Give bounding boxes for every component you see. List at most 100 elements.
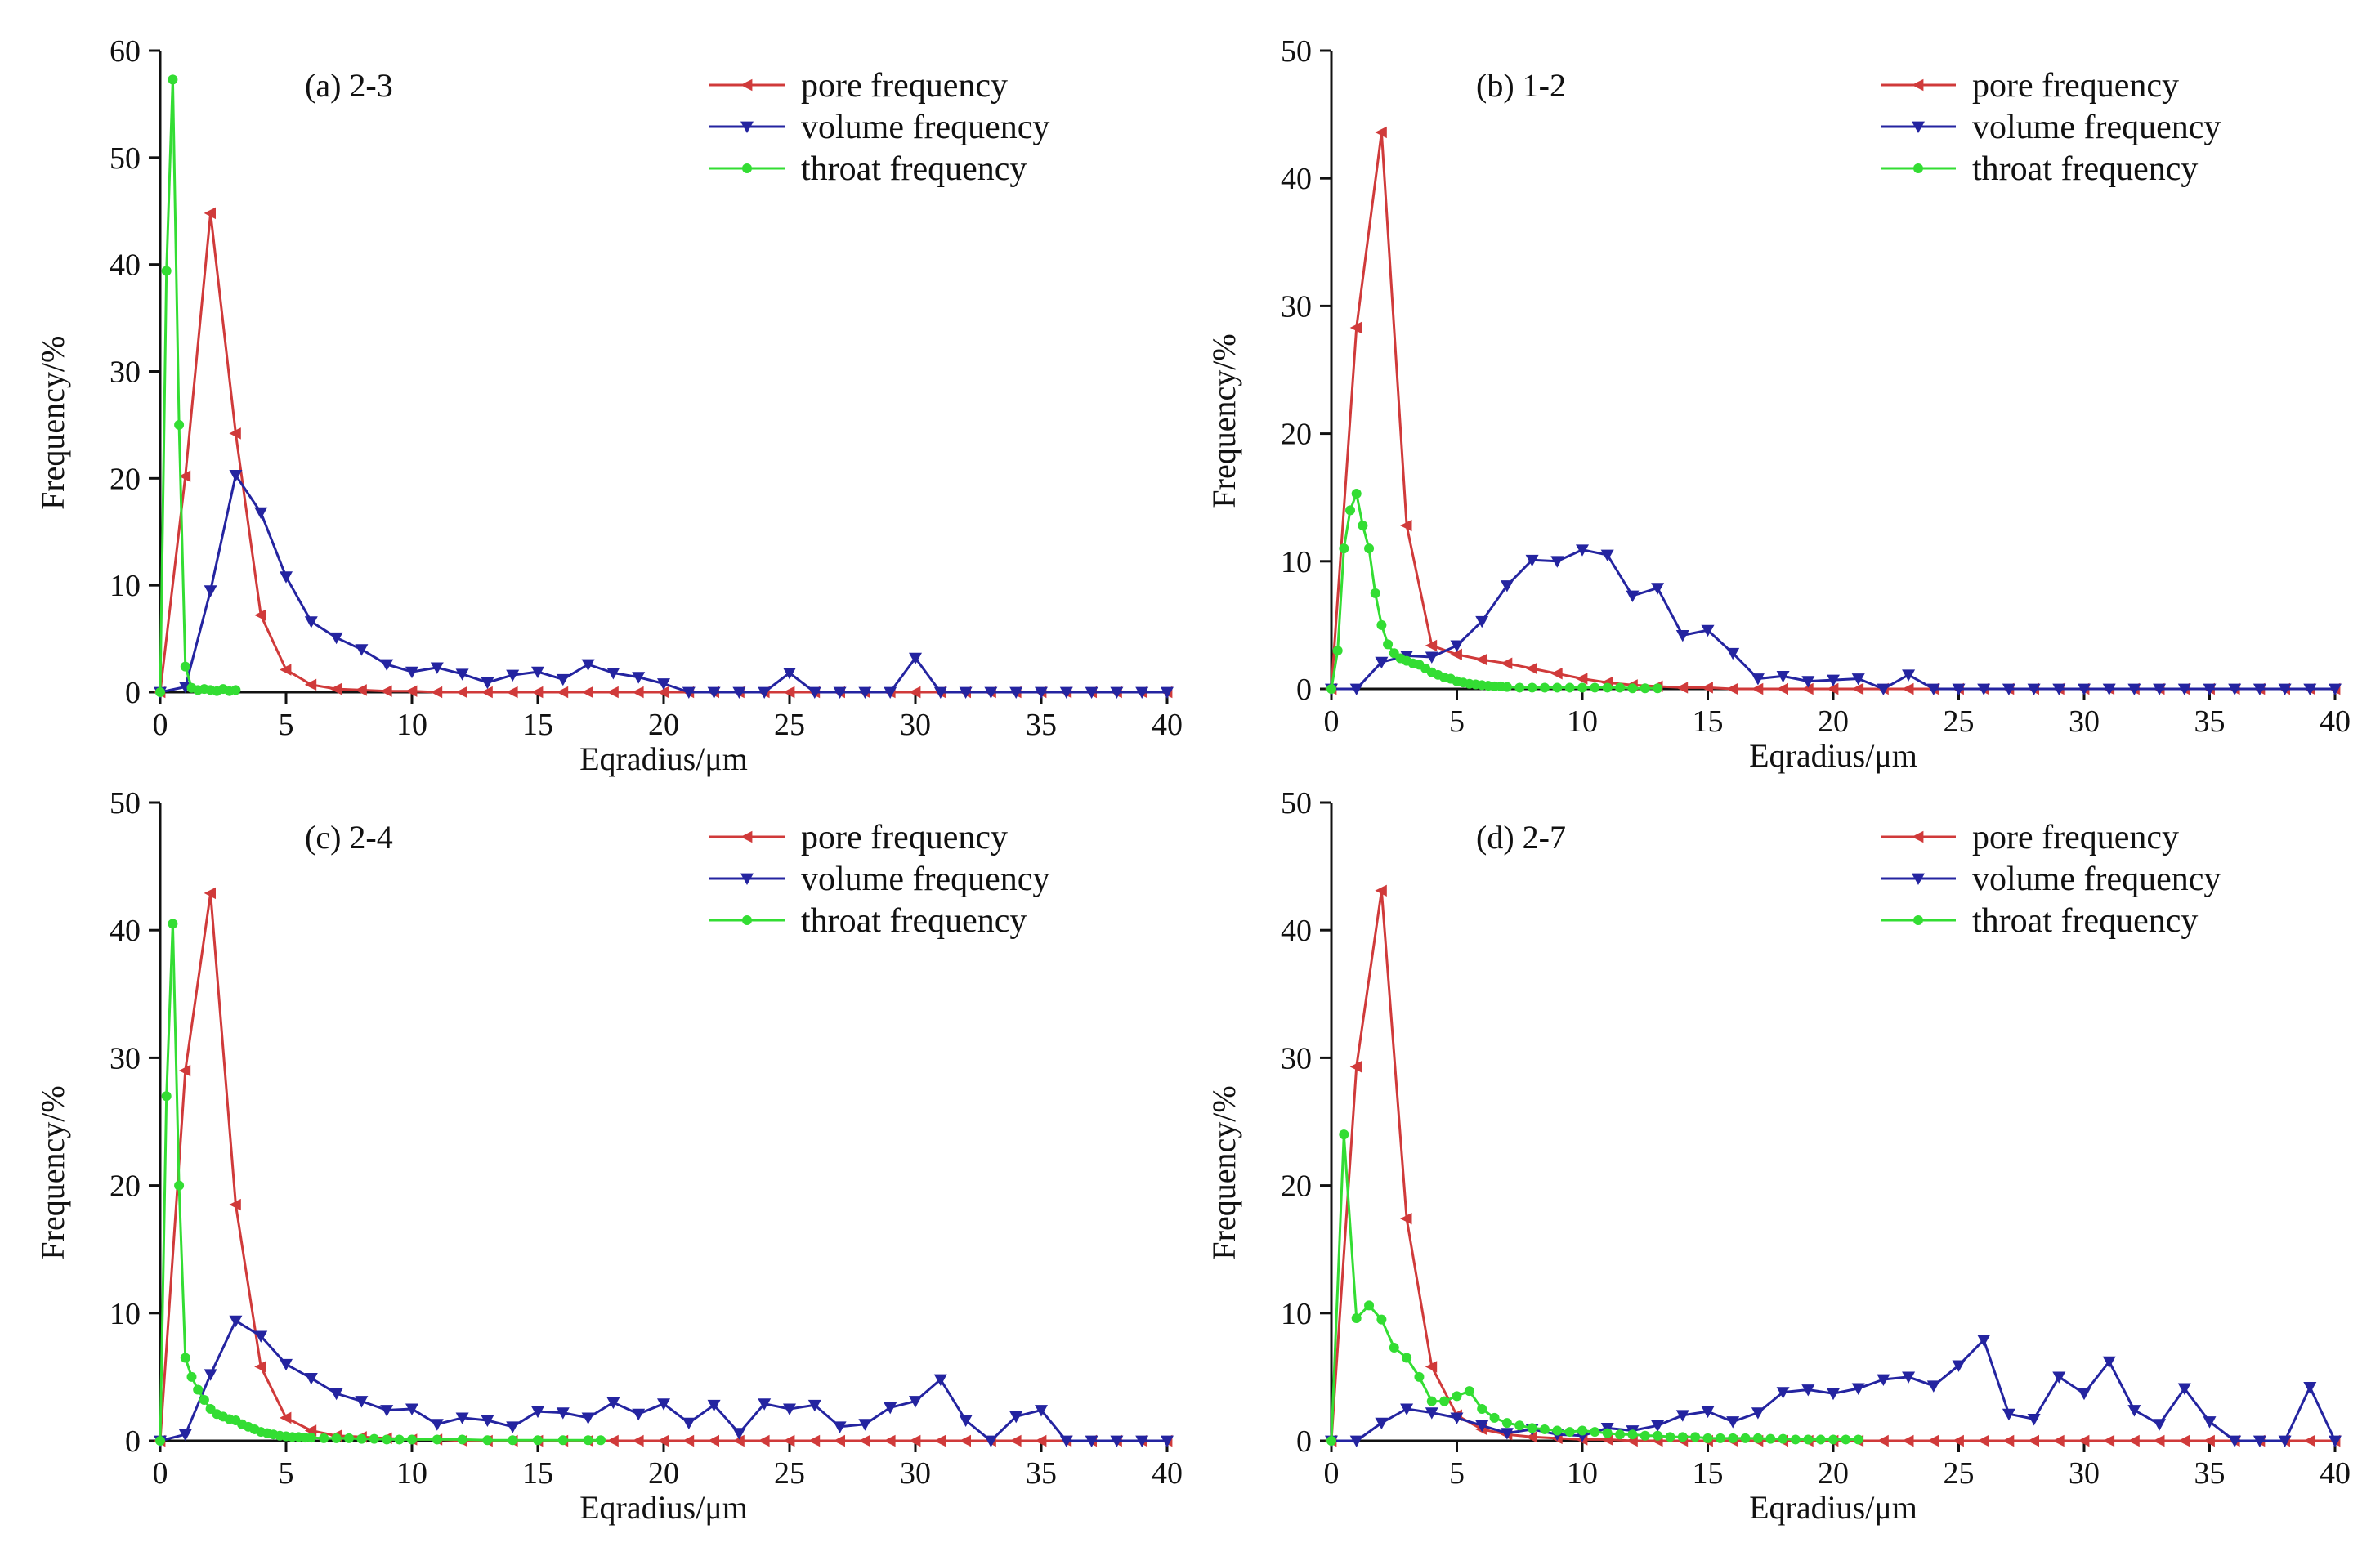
data-point-b-1-20 — [1827, 674, 1840, 687]
data-point-d-2-6 — [1402, 1353, 1412, 1363]
data-point-c-2-40 — [596, 1435, 606, 1446]
data-point-d-0-8 — [1525, 1431, 1537, 1443]
data-point-a-0-11 — [430, 686, 443, 699]
data-point-b-2-34 — [1577, 682, 1587, 693]
data-point-a-0-8 — [355, 684, 367, 696]
panel-title-d: (d) 2-7 — [1476, 819, 1566, 856]
panel-title-c: (c) 2-4 — [305, 819, 393, 856]
data-point-d-1-1 — [1349, 1435, 1363, 1447]
data-point-a-1-11 — [430, 662, 444, 674]
data-point-d-1-19 — [1801, 1384, 1815, 1397]
data-point-b-2-37 — [1615, 682, 1626, 693]
legend-marker-d-1 — [1912, 873, 1925, 885]
data-point-a-0-2 — [204, 207, 216, 220]
data-point-d-1-18 — [1776, 1387, 1790, 1399]
x-tick-label-d: 25 — [1944, 1456, 1975, 1491]
series-line-c-2 — [159, 922, 601, 1442]
data-point-b-2-9 — [1383, 639, 1394, 650]
data-point-b-0-4 — [1425, 639, 1438, 652]
series-line-d-0 — [1330, 889, 2335, 1442]
series-line-b-0 — [1330, 131, 2335, 691]
data-point-d-0-34 — [2177, 1434, 2190, 1447]
series-a-1 — [154, 470, 1174, 699]
data-point-d-2-22 — [1602, 1428, 1613, 1438]
data-point-a-1-9 — [380, 659, 394, 671]
data-point-c-2-3 — [174, 1180, 185, 1191]
y-tick-label-d: 0 — [1296, 1424, 1312, 1459]
data-point-c-1-10 — [405, 1403, 418, 1415]
data-point-d-2-28 — [1677, 1432, 1688, 1442]
panel-title-a: (a) 2-3 — [305, 67, 393, 104]
data-point-d-2-33 — [1740, 1433, 1751, 1443]
y-tick-label-c: 50 — [110, 786, 141, 821]
data-point-d-0-39 — [2303, 1434, 2315, 1447]
x-axis-label-d: Eqradius/μm — [1749, 1489, 1917, 1526]
data-point-b-1-6 — [1475, 615, 1489, 628]
data-point-d-1-20 — [1827, 1388, 1840, 1401]
data-point-a-1-38 — [1110, 686, 1124, 699]
data-point-b-1-37 — [2252, 683, 2266, 695]
data-point-d-2-41 — [1841, 1434, 1851, 1445]
data-point-b-0-2 — [1375, 126, 1387, 139]
data-point-a-1-25 — [783, 668, 796, 680]
data-point-d-0-29 — [2052, 1434, 2065, 1447]
data-point-b-1-32 — [2127, 683, 2141, 695]
x-tick-label-b: 20 — [1818, 704, 1849, 739]
data-point-b-0-19 — [1801, 682, 1814, 695]
data-point-d-2-36 — [1778, 1433, 1788, 1444]
data-point-b-0-18 — [1776, 682, 1788, 695]
data-point-a-1-28 — [858, 686, 872, 699]
data-point-d-2-17 — [1539, 1424, 1550, 1434]
data-point-b-2-36 — [1602, 682, 1613, 693]
data-point-d-2-12 — [1477, 1403, 1488, 1414]
data-point-a-0-3 — [229, 427, 241, 440]
data-point-b-2-8 — [1376, 619, 1387, 630]
x-tick-label-c: 0 — [153, 1456, 168, 1491]
data-point-b-1-39 — [2303, 683, 2317, 695]
data-point-b-1-15 — [1701, 624, 1715, 637]
y-tick-label-b: 0 — [1296, 673, 1312, 707]
data-point-a-1-23 — [732, 686, 746, 699]
data-point-c-1-31 — [933, 1374, 947, 1387]
data-point-b-2-1 — [1332, 646, 1343, 656]
data-point-c-0-28 — [858, 1434, 870, 1447]
data-point-d-0-27 — [2002, 1434, 2015, 1447]
data-point-a-1-5 — [280, 571, 293, 584]
data-point-c-1-27 — [833, 1421, 847, 1433]
data-point-c-2-25 — [319, 1433, 329, 1443]
data-point-c-0-22 — [707, 1434, 719, 1447]
data-point-c-1-25 — [783, 1403, 796, 1415]
data-point-c-2-36 — [508, 1435, 518, 1446]
data-point-c-0-4 — [254, 1361, 266, 1373]
data-point-d-1-2 — [1375, 1417, 1389, 1430]
data-point-c-0-5 — [280, 1411, 292, 1424]
data-point-b-2-32 — [1552, 682, 1563, 693]
data-point-c-0-32 — [959, 1434, 971, 1447]
data-point-d-2-27 — [1665, 1432, 1675, 1442]
data-point-c-0-34 — [1009, 1434, 1022, 1447]
data-point-d-1-32 — [2127, 1405, 2141, 1417]
x-axis-label-a: Eqradius/μm — [579, 740, 748, 777]
data-point-d-1-36 — [2228, 1435, 2242, 1447]
data-point-d-1-26 — [1977, 1335, 1991, 1347]
data-point-c-1-16 — [556, 1407, 570, 1420]
x-tick-label-b: 15 — [1693, 704, 1724, 739]
data-point-a-1-33 — [984, 686, 998, 699]
data-point-c-1-32 — [959, 1415, 973, 1428]
data-point-d-1-37 — [2252, 1435, 2266, 1447]
data-point-a-0-19 — [632, 686, 644, 699]
y-tick-label-d: 10 — [1281, 1297, 1312, 1331]
data-point-d-2-21 — [1590, 1427, 1600, 1438]
legend-label-c-0: pore frequency — [801, 819, 1008, 856]
data-point-d-0-2 — [1375, 884, 1387, 897]
x-tick-label-d: 0 — [1324, 1456, 1340, 1491]
data-point-c-1-30 — [909, 1396, 922, 1408]
x-axis-label-c: Eqradius/μm — [579, 1489, 748, 1526]
data-point-a-1-4 — [254, 507, 268, 520]
data-point-c-1-35 — [1035, 1405, 1048, 1417]
data-point-c-1-28 — [858, 1419, 872, 1431]
x-tick-label-b: 30 — [2069, 704, 2100, 739]
data-point-c-2-0 — [155, 1436, 165, 1446]
y-tick-label-a: 60 — [110, 34, 141, 69]
